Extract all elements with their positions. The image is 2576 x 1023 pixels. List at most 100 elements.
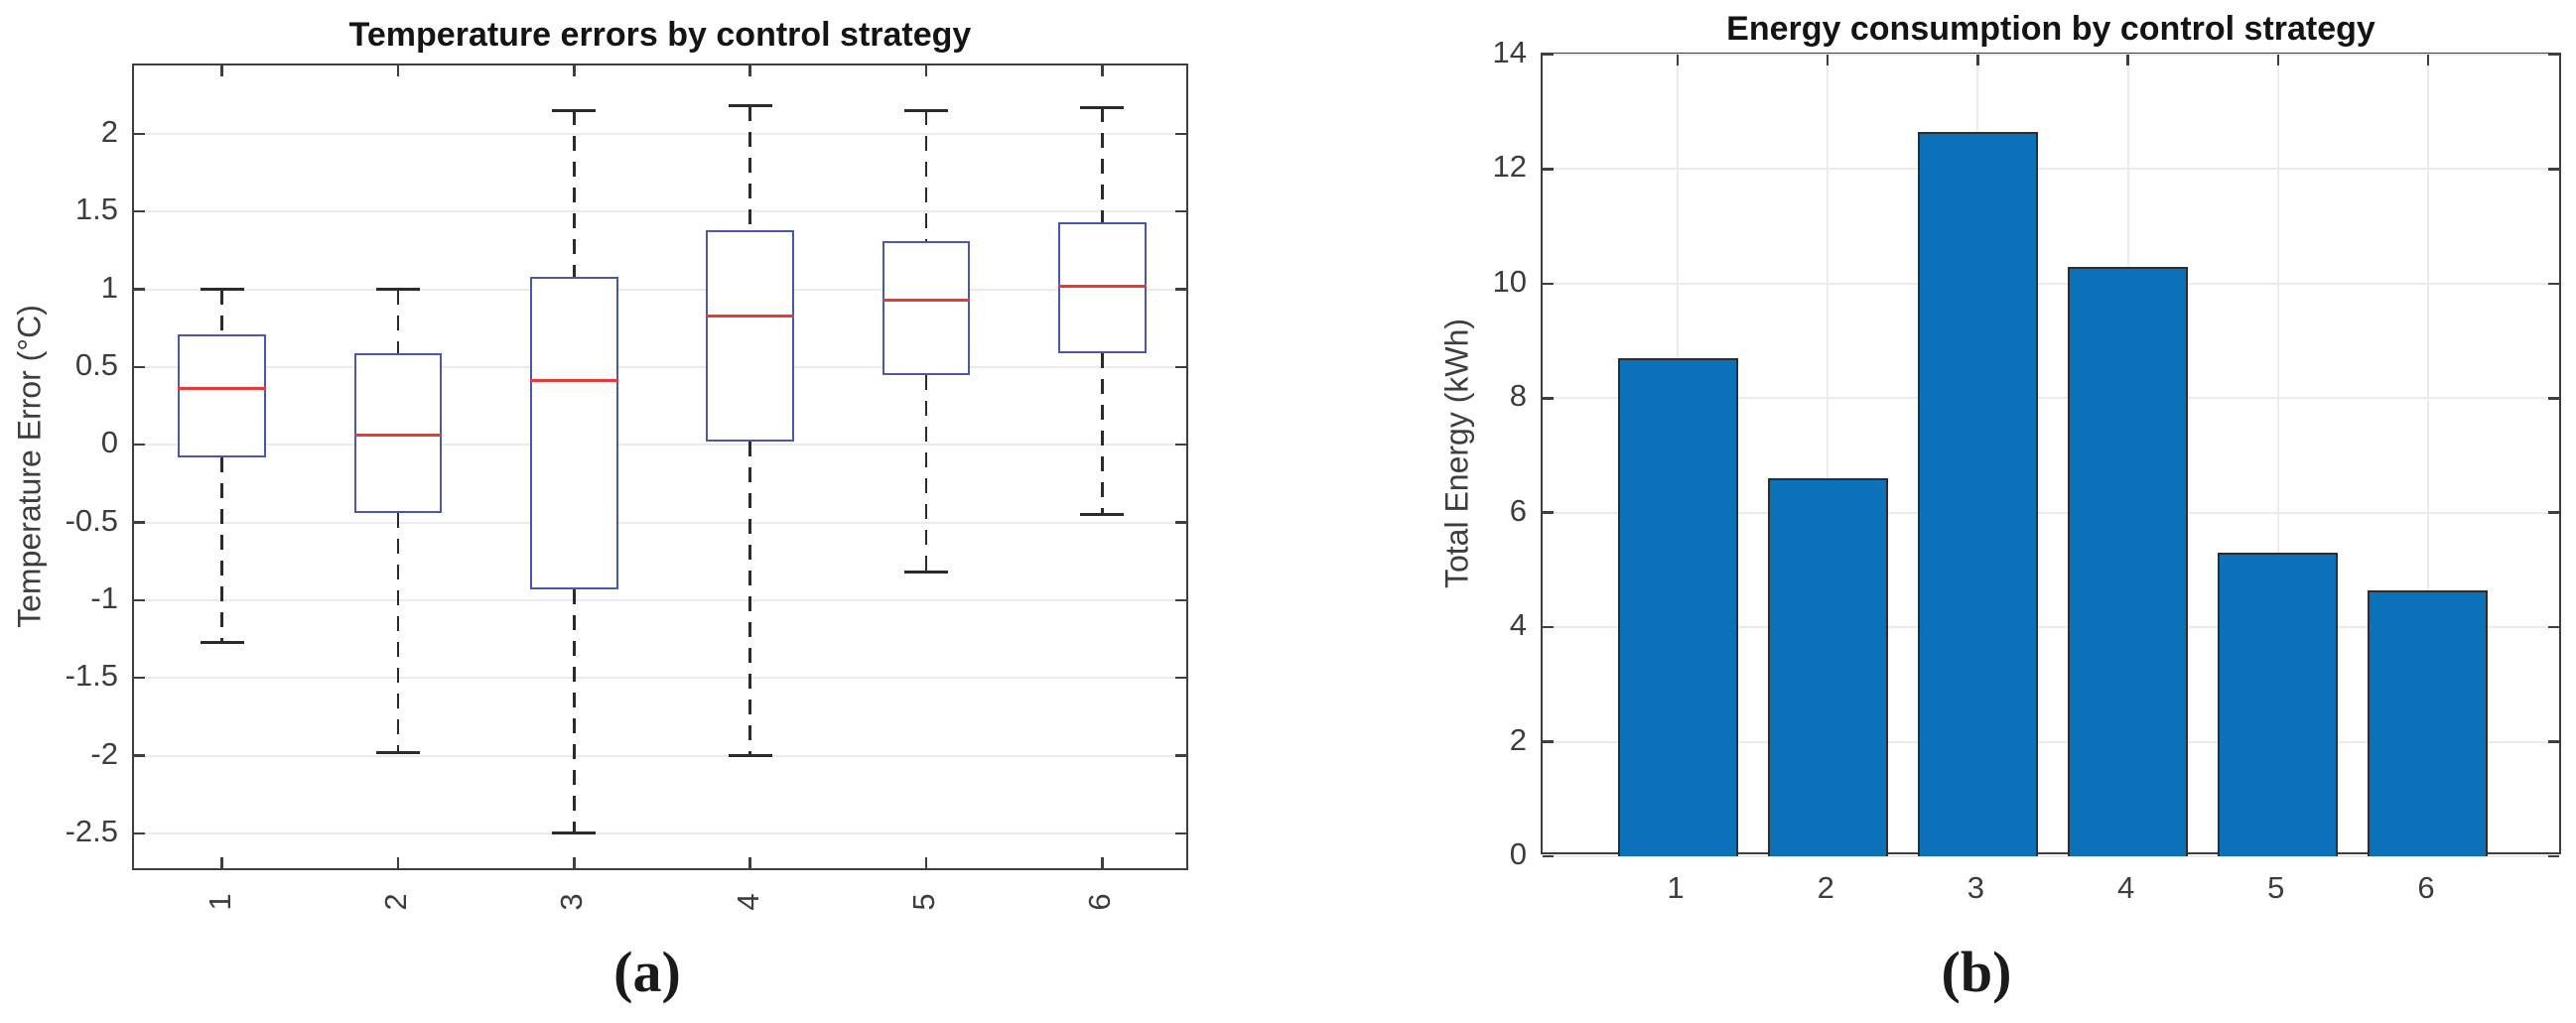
y-tick-label: 1.5	[74, 192, 118, 227]
y-tick-label: 12	[1492, 149, 1527, 185]
bar	[2368, 589, 2489, 856]
y-tick-mark	[134, 831, 145, 835]
median-line	[881, 299, 971, 303]
y-tick-mark	[2548, 854, 2559, 858]
y-tick-mark	[2548, 740, 2559, 743]
y-tick-label: 2	[1509, 721, 1527, 757]
y-tick-label: 2	[100, 113, 118, 149]
x-tick-mark	[1101, 65, 1104, 76]
x-tick-mark	[748, 857, 751, 868]
y-tick-label: -1.5	[65, 658, 118, 694]
iqr-box	[530, 277, 618, 589]
y-tick-mark	[1175, 443, 1186, 447]
y-tick-mark	[1543, 854, 1554, 858]
x-tick-label: 4	[730, 893, 765, 911]
y-tick-mark	[1175, 288, 1186, 291]
y-tick-mark	[2548, 282, 2559, 286]
h-gridline	[134, 132, 1186, 135]
lower-whisker-line	[573, 588, 576, 833]
y-tick-mark	[1543, 740, 1554, 743]
x-tick-label: 5	[2267, 870, 2285, 905]
y-tick-label: 10	[1492, 263, 1527, 299]
y-tick-mark	[1543, 625, 1554, 629]
x-tick-label: 1	[202, 893, 237, 911]
h-gridline	[1543, 282, 2559, 285]
h-gridline	[1543, 511, 2559, 514]
barchart-plot-area	[1541, 53, 2561, 858]
upper-whisker-line	[396, 289, 400, 353]
iqr-box	[1058, 222, 1147, 353]
bar	[2068, 266, 2189, 856]
lower-whisker-cap	[1080, 513, 1125, 517]
x-tick-mark	[573, 857, 576, 868]
y-tick-mark	[1175, 365, 1186, 369]
barchart-title: Energy consumption by control strategy	[1726, 10, 2375, 48]
iqr-box	[881, 241, 971, 375]
iqr-box	[353, 352, 443, 514]
y-tick-mark	[1175, 676, 1186, 680]
y-tick-label: 4	[1509, 607, 1527, 643]
x-tick-label: 6	[2417, 870, 2435, 905]
y-tick-mark	[134, 676, 145, 680]
median-line	[353, 434, 443, 438]
x-tick-mark	[1101, 857, 1104, 868]
upper-whisker-line	[1101, 107, 1104, 223]
y-tick-mark	[1175, 598, 1186, 602]
upper-whisker-cap	[375, 288, 421, 292]
h-gridline	[134, 365, 1186, 368]
boxplot-plot-area	[132, 64, 1188, 870]
x-tick-mark	[220, 857, 223, 868]
upper-whisker-line	[220, 289, 223, 334]
v-gridline	[2276, 55, 2279, 852]
y-tick-mark	[1543, 168, 1554, 171]
y-tick-label: 0.5	[74, 346, 118, 382]
y-tick-mark	[1543, 397, 1554, 400]
h-gridline	[134, 831, 1186, 834]
h-gridline	[134, 210, 1186, 213]
lower-whisker-cap	[903, 571, 949, 575]
x-tick-mark	[396, 65, 400, 76]
y-tick-mark	[1543, 53, 1554, 57]
x-tick-label: 2	[378, 893, 413, 911]
subfigure-a-caption: (a)	[613, 940, 681, 1004]
y-tick-label: 0	[1509, 836, 1527, 871]
x-tick-label: 3	[1966, 870, 1985, 905]
x-tick-mark	[2276, 55, 2279, 65]
y-tick-mark	[2548, 53, 2559, 57]
lower-whisker-line	[396, 513, 400, 753]
x-tick-label: 4	[2116, 870, 2135, 905]
y-tick-label: 6	[1509, 492, 1527, 528]
h-gridline	[1543, 626, 2559, 629]
y-tick-label: -0.5	[65, 502, 118, 538]
v-gridline	[1827, 55, 1830, 852]
h-gridline	[134, 288, 1186, 291]
h-gridline	[134, 598, 1186, 601]
lower-whisker-cap	[552, 831, 597, 835]
x-tick-mark	[1976, 55, 1979, 65]
bar	[1917, 131, 2038, 856]
y-tick-mark	[1175, 132, 1186, 136]
boxplot-title: Temperature errors by control strategy	[348, 16, 972, 54]
x-tick-label: 2	[1817, 870, 1834, 905]
h-gridline	[1543, 397, 2559, 400]
lower-whisker-line	[1101, 352, 1104, 515]
x-tick-label: 3	[554, 893, 590, 911]
y-tick-mark	[134, 288, 145, 291]
upper-whisker-cap	[200, 288, 244, 292]
x-tick-mark	[748, 65, 751, 76]
h-gridline	[1543, 168, 2559, 171]
barchart-y-axis-label: Total Energy (kWh)	[1438, 318, 1475, 589]
median-line	[530, 379, 618, 383]
y-tick-label: -2	[90, 735, 118, 771]
h-gridline	[134, 754, 1186, 757]
subfigure-b-caption: (b)	[1941, 940, 2012, 1004]
y-tick-mark	[1543, 511, 1554, 514]
upper-whisker-cap	[552, 108, 597, 112]
upper-whisker-line	[748, 105, 751, 231]
h-gridline	[1543, 740, 2559, 743]
upper-whisker-line	[924, 110, 928, 241]
x-tick-mark	[220, 65, 223, 76]
y-tick-mark	[1175, 209, 1186, 213]
y-tick-label: 8	[1509, 378, 1527, 414]
